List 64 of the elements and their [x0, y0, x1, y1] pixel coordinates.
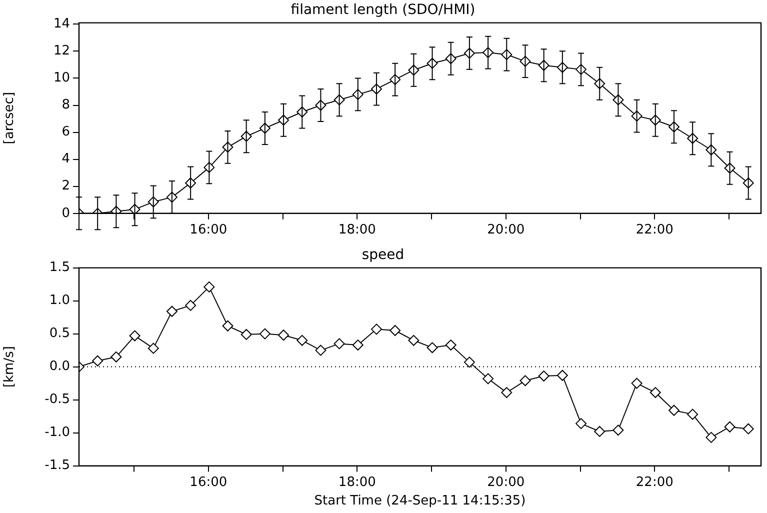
point: [687, 408, 698, 420]
point: [576, 418, 587, 430]
point: [222, 320, 234, 332]
y-tick-label: -1.0: [44, 425, 70, 440]
x-tick-label: 20:00: [487, 474, 525, 490]
chart-title: filament length (SDO/HMI): [290, 2, 476, 18]
y-tick-label: -1.5: [44, 458, 70, 474]
y-tick-label: 10: [53, 70, 70, 86]
y-tick-label: 1.0: [49, 293, 70, 308]
point: [612, 424, 624, 436]
y-axis-title: [km/s]: [2, 346, 18, 388]
point: [204, 281, 215, 292]
point: [278, 330, 290, 341]
point: [166, 306, 178, 317]
x-tick-label: 22:00: [636, 474, 674, 490]
x-tick-label: 22:00: [636, 222, 674, 238]
x-tick-label: 18:00: [338, 474, 376, 490]
point: [334, 338, 345, 350]
y-tick-label: 12: [53, 44, 70, 59]
y-axis-title: [arcsec]: [2, 92, 18, 144]
point: [148, 342, 159, 354]
point: [315, 344, 326, 356]
y-tick-label: 2: [62, 178, 70, 194]
point: [520, 375, 531, 386]
point: [92, 355, 104, 366]
point: [110, 351, 122, 362]
point: [724, 421, 736, 432]
y-tick-label: 0: [62, 206, 70, 221]
x-tick-label: 18:00: [338, 222, 376, 238]
point: [408, 334, 420, 346]
x-tick-label: 16:00: [190, 474, 228, 490]
y-tick-label: 0.5: [49, 326, 70, 342]
point: [538, 370, 550, 382]
point: [650, 387, 661, 398]
y-tick-label: 6: [62, 124, 70, 140]
x-tick-label: 20:00: [487, 222, 525, 238]
point: [631, 378, 642, 389]
point: [240, 328, 252, 340]
y-tick-label: 14: [53, 16, 70, 32]
point: [482, 373, 494, 384]
point: [426, 342, 438, 354]
point: [742, 423, 754, 434]
point: [445, 340, 456, 351]
point: [390, 325, 401, 336]
y-tick-label: 8: [62, 98, 70, 113]
point: [501, 387, 512, 398]
point: [352, 340, 364, 351]
x-tick-label: 16:00: [190, 222, 228, 238]
y-tick-label: -0.5: [44, 392, 70, 408]
y-tick-label: 1.5: [49, 260, 70, 276]
point: [129, 330, 140, 342]
point: [464, 356, 475, 368]
x-axis-title: Start Time (24-Sep-11 14:15:35): [314, 494, 526, 509]
point: [594, 426, 606, 437]
point: [556, 370, 568, 381]
point: [370, 324, 382, 335]
chart-title: speed: [362, 247, 404, 264]
point: [259, 328, 270, 340]
y-tick-label: 0.0: [49, 359, 70, 374]
point: [706, 432, 717, 443]
point: [296, 334, 308, 346]
y-tick-label: 4: [62, 152, 70, 167]
point: [668, 404, 680, 416]
point: [185, 300, 196, 311]
